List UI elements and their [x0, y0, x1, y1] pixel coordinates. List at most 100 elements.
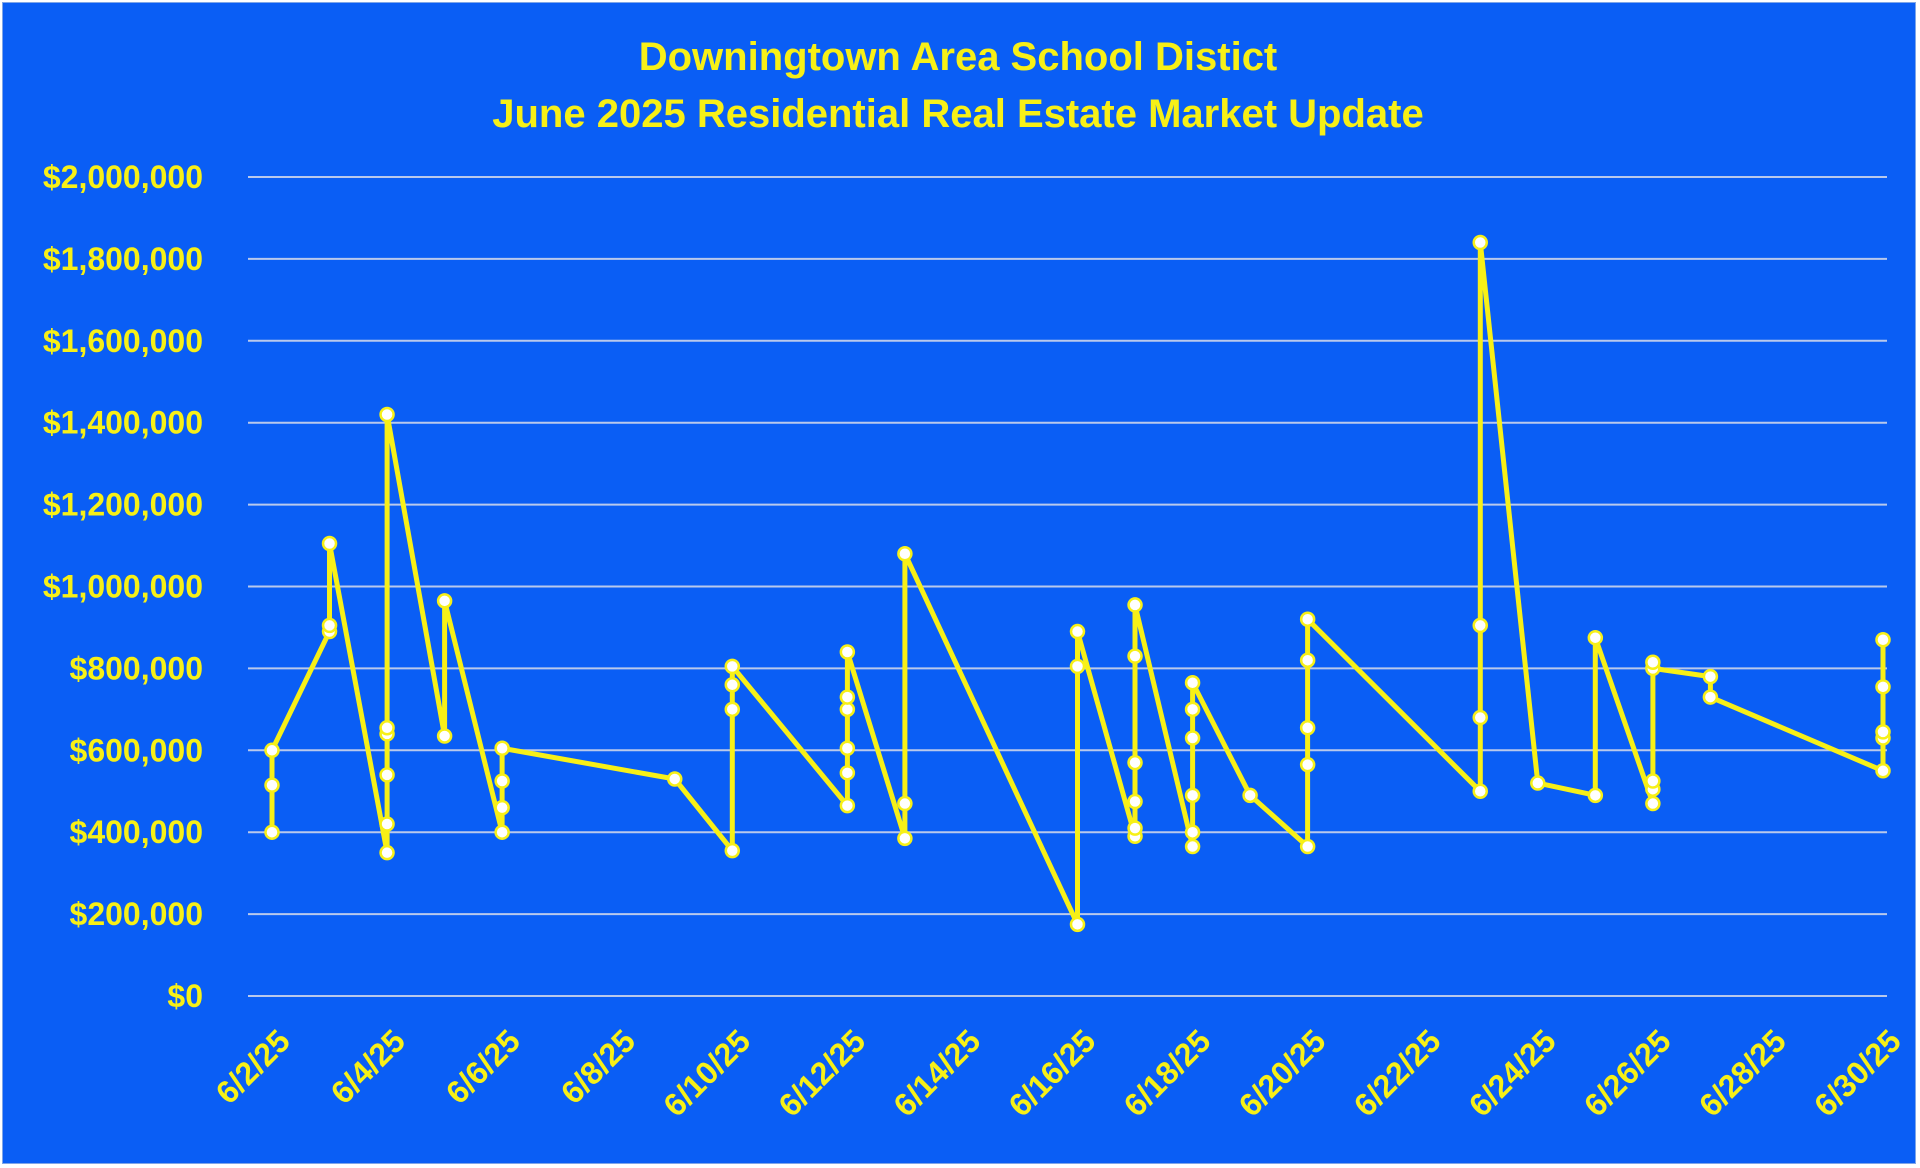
y-tick-label: $800,000	[70, 650, 203, 686]
data-point	[1184, 674, 1201, 691]
y-tick-label: $1,800,000	[43, 241, 203, 277]
x-tick-label: 6/6/25	[439, 1022, 527, 1110]
data-point	[1299, 756, 1316, 773]
sale-points	[264, 234, 1891, 933]
data-point	[1702, 668, 1719, 685]
data-point	[321, 617, 338, 634]
data-point	[379, 720, 395, 736]
x-tick-label: 6/10/25	[656, 1022, 757, 1123]
data-point	[1299, 652, 1316, 668]
data-point	[379, 844, 395, 861]
data-point	[724, 677, 741, 693]
data-point	[1184, 824, 1201, 840]
data-point	[897, 795, 913, 812]
data-point	[379, 816, 395, 832]
x-tick-label: 6/4/25	[324, 1022, 412, 1110]
data-point	[1069, 658, 1086, 675]
data-point	[1127, 793, 1143, 810]
data-point	[839, 765, 856, 781]
data-point	[1184, 838, 1201, 855]
data-point	[264, 824, 280, 840]
data-point	[1127, 597, 1143, 613]
x-tick-label: 6/14/25	[886, 1022, 987, 1123]
data-point	[494, 740, 510, 757]
data-point	[494, 824, 510, 840]
x-tick-label: 6/18/25	[1117, 1022, 1218, 1123]
data-point	[667, 771, 683, 787]
data-point	[1299, 838, 1316, 855]
data-point	[897, 830, 913, 847]
series-line	[269, 240, 1886, 927]
data-point	[494, 773, 510, 789]
data-point	[1645, 795, 1661, 812]
y-tick-label: $1,400,000	[43, 405, 203, 441]
x-tick-label: 6/22/25	[1347, 1022, 1448, 1123]
data-point	[1472, 617, 1488, 634]
data-point	[724, 842, 741, 859]
data-point	[1242, 787, 1258, 804]
data-point	[264, 742, 280, 759]
data-point	[1472, 783, 1488, 799]
data-point	[1299, 720, 1316, 736]
data-point	[1472, 234, 1488, 251]
data-point	[379, 406, 395, 423]
y-tick-label: $600,000	[70, 732, 203, 768]
data-point	[1127, 754, 1143, 771]
x-tick-label: 6/30/25	[1807, 1022, 1908, 1123]
data-point	[436, 728, 453, 744]
y-tick-label: $1,600,000	[43, 323, 203, 359]
data-point	[379, 767, 395, 783]
x-tick-label: 6/2/25	[209, 1022, 297, 1110]
data-point	[1645, 773, 1661, 789]
data-point	[1184, 787, 1201, 804]
x-tick-label: 6/20/25	[1232, 1022, 1333, 1123]
y-tick-label: $1,200,000	[43, 487, 203, 523]
data-point	[1069, 916, 1086, 933]
data-point	[839, 644, 856, 660]
y-axis-tick-labels: $0 $200,000 $400,000 $600,000 $800,000 $1,000…	[43, 159, 203, 1014]
data-point	[1875, 724, 1891, 740]
data-point	[436, 593, 453, 609]
data-point	[1069, 623, 1086, 640]
x-tick-label: 6/28/25	[1692, 1022, 1793, 1123]
x-tick-label: 6/26/25	[1577, 1022, 1678, 1123]
data-point	[724, 658, 741, 675]
x-tick-label: 6/16/25	[1001, 1022, 1102, 1123]
x-axis-tick-labels: 6/2/25 6/4/25 6/6/25 6/8/25 6/10/25 6/12/25 6/…	[209, 1022, 1908, 1123]
data-point	[1587, 629, 1604, 646]
data-point	[1472, 709, 1488, 726]
x-tick-label: 6/12/25	[771, 1022, 872, 1123]
data-point	[1645, 654, 1661, 671]
data-point	[1875, 763, 1891, 779]
x-tick-label: 6/24/25	[1462, 1022, 1563, 1123]
y-tick-label: $1,000,000	[43, 569, 203, 605]
data-point	[897, 545, 913, 562]
data-point	[1875, 631, 1891, 648]
data-point	[1875, 679, 1891, 695]
y-tick-label: $2,000,000	[43, 159, 203, 195]
data-point	[1127, 648, 1143, 664]
gridlines	[248, 176, 1887, 997]
data-point	[321, 535, 338, 552]
data-point	[839, 797, 856, 814]
data-point	[1702, 689, 1719, 705]
data-point	[1184, 701, 1201, 718]
data-point	[1587, 787, 1604, 804]
y-tick-label: $400,000	[70, 814, 203, 850]
y-tick-label: $0	[167, 978, 203, 1014]
data-point	[839, 740, 856, 757]
chart-title: Downingtown Area School Distict	[639, 35, 1278, 79]
price-series	[269, 240, 1886, 927]
data-point	[1184, 730, 1201, 746]
data-point	[1299, 611, 1316, 628]
chart-subtitle: June 2025 Residential Real Estate Market…	[492, 92, 1423, 136]
data-point	[1127, 820, 1143, 836]
data-point	[494, 799, 510, 816]
data-point	[839, 689, 856, 705]
data-point	[264, 777, 280, 793]
x-tick-label: 6/8/25	[554, 1022, 642, 1110]
data-point	[1530, 775, 1546, 791]
data-point	[724, 701, 741, 718]
y-tick-label: $200,000	[70, 896, 203, 932]
